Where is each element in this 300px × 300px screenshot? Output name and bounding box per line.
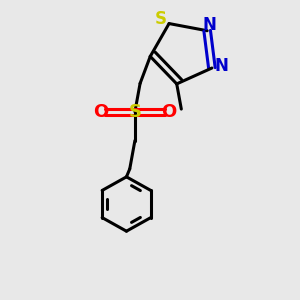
Text: O: O	[161, 103, 176, 121]
Text: N: N	[215, 57, 229, 75]
Text: S: S	[128, 103, 141, 121]
Text: S: S	[155, 11, 167, 28]
Text: O: O	[94, 103, 109, 121]
Text: N: N	[203, 16, 217, 34]
